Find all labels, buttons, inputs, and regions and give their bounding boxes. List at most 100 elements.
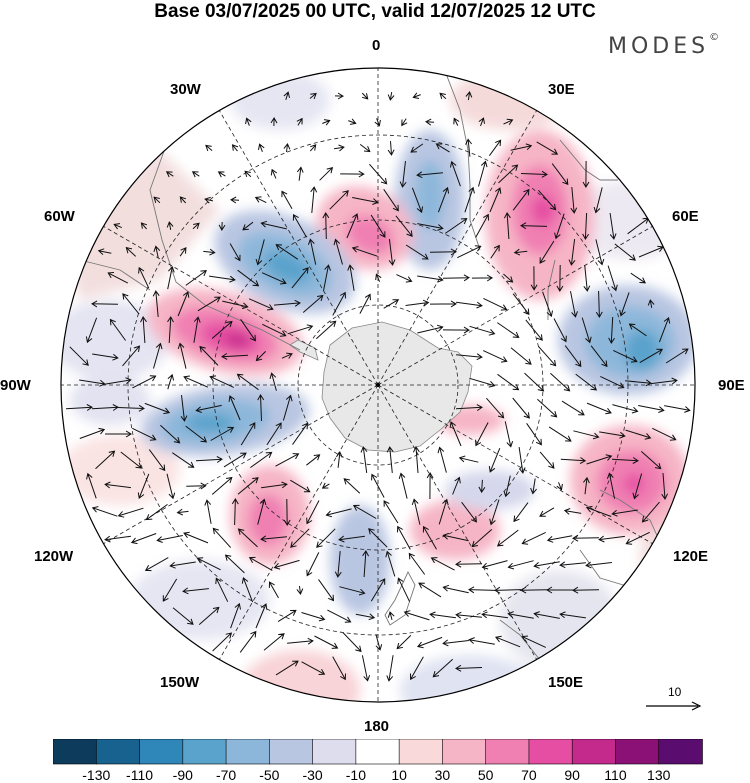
wind-arrow — [609, 213, 617, 240]
wind-arrow — [266, 422, 282, 446]
wind-arrow — [196, 557, 221, 571]
wind-arrow — [482, 350, 508, 363]
wind-arrow — [245, 117, 252, 126]
wind-arrow — [195, 456, 223, 463]
wind-arrow — [91, 506, 118, 517]
wind-arrow — [250, 451, 273, 469]
wind-arrow — [237, 269, 260, 287]
anomaly-positive — [248, 494, 288, 546]
wind-arrow — [442, 532, 469, 542]
wind-arrow — [498, 164, 519, 184]
wind-arrow — [325, 508, 352, 518]
wind-arrow — [608, 316, 615, 344]
wind-arrow — [282, 394, 293, 421]
wind-arrow — [560, 457, 587, 464]
wind-arrow — [445, 218, 468, 234]
wind-arrow — [323, 264, 331, 291]
wind-arrow — [360, 446, 368, 473]
lon-label-180: 180 — [364, 718, 390, 735]
wind-arrow — [169, 561, 196, 569]
wind-arrow — [369, 163, 388, 185]
wind-arrow — [585, 505, 612, 517]
wind-arrow — [275, 244, 299, 260]
wind-arrow — [301, 661, 326, 675]
wind-arrow — [261, 272, 287, 285]
wind-arrow — [167, 265, 175, 290]
wind-arrow — [198, 606, 220, 625]
colorbar-tick-label: -10 — [345, 767, 366, 783]
wind-arrow — [387, 92, 395, 101]
anomaly-negative — [230, 70, 330, 130]
wind-arrow — [277, 609, 297, 623]
wind-arrow — [399, 161, 407, 188]
wind-arrow — [117, 507, 144, 518]
wind-arrow — [165, 171, 174, 178]
wind-arrow — [237, 528, 258, 548]
wind-arrow — [442, 326, 470, 334]
wind-arrow — [455, 664, 483, 672]
wind-arrow — [334, 92, 344, 100]
wind-arrow — [489, 499, 500, 526]
wind-arrow — [396, 635, 412, 650]
anomaly-positive — [624, 474, 644, 494]
wind-arrow — [176, 508, 189, 516]
wind-arrow — [86, 472, 97, 499]
wind-arrow — [510, 347, 532, 365]
wind-arrow — [193, 316, 201, 343]
wind-arrow — [287, 324, 314, 335]
wind-arrow — [362, 550, 370, 578]
wind-arrow — [186, 482, 207, 490]
wind-arrow — [570, 291, 578, 318]
map-boundary — [60, 67, 696, 703]
wind-arrow — [468, 637, 495, 645]
wind-arrow — [410, 143, 424, 153]
wind-arrow — [430, 557, 455, 571]
wind-arrow — [343, 478, 361, 494]
reference-vector-label: 10 — [668, 685, 682, 699]
wind-arrow — [437, 446, 447, 473]
wind-arrow — [488, 139, 502, 156]
wind-arrow — [512, 397, 530, 419]
wind-arrow — [248, 556, 273, 571]
wind-arrow — [438, 498, 449, 525]
wind-arrow — [183, 531, 209, 544]
wind-arrow — [481, 560, 508, 570]
wind-arrow — [469, 325, 496, 336]
wind-arrow — [518, 447, 526, 474]
wind-arrow — [625, 531, 650, 545]
colorbar — [53, 739, 703, 765]
wind-arrow — [395, 215, 413, 237]
wind-arrow — [611, 457, 639, 464]
wind-arrow — [322, 212, 330, 240]
wind-arrow — [581, 317, 592, 344]
wind-arrow — [398, 472, 408, 499]
anomaly-negative — [70, 375, 150, 425]
wind-arrow — [513, 248, 528, 256]
colorbar-swatch — [139, 739, 184, 765]
wind-arrow — [611, 509, 638, 517]
wind-arrow — [432, 658, 454, 678]
wind-arrow — [319, 167, 334, 181]
wind-arrow — [137, 473, 150, 500]
lon-label-150e: 150E — [548, 674, 584, 691]
wind-arrow — [321, 482, 330, 489]
colorbar-swatch — [485, 739, 530, 765]
wind-arrow — [211, 320, 233, 339]
wind-arrow — [368, 528, 388, 548]
wind-arrow — [387, 141, 395, 156]
wind-arrow — [107, 272, 129, 284]
wind-arrow — [510, 143, 533, 151]
wind-arrow — [512, 188, 530, 211]
colorbar-tick-label: 50 — [477, 767, 494, 783]
wind-arrow — [91, 404, 119, 411]
wind-arrow — [468, 586, 496, 594]
wind-vectors — [65, 91, 691, 682]
wind-arrow — [411, 498, 421, 525]
wind-arrow — [199, 345, 219, 366]
wind-arrow — [242, 221, 254, 231]
wind-arrow — [296, 585, 304, 595]
wind-arrow — [450, 160, 461, 187]
colorbar-tick-label: 110 — [604, 767, 627, 783]
anomaly-negative — [624, 330, 660, 370]
colorbar-tick-label: 130 — [647, 767, 671, 783]
